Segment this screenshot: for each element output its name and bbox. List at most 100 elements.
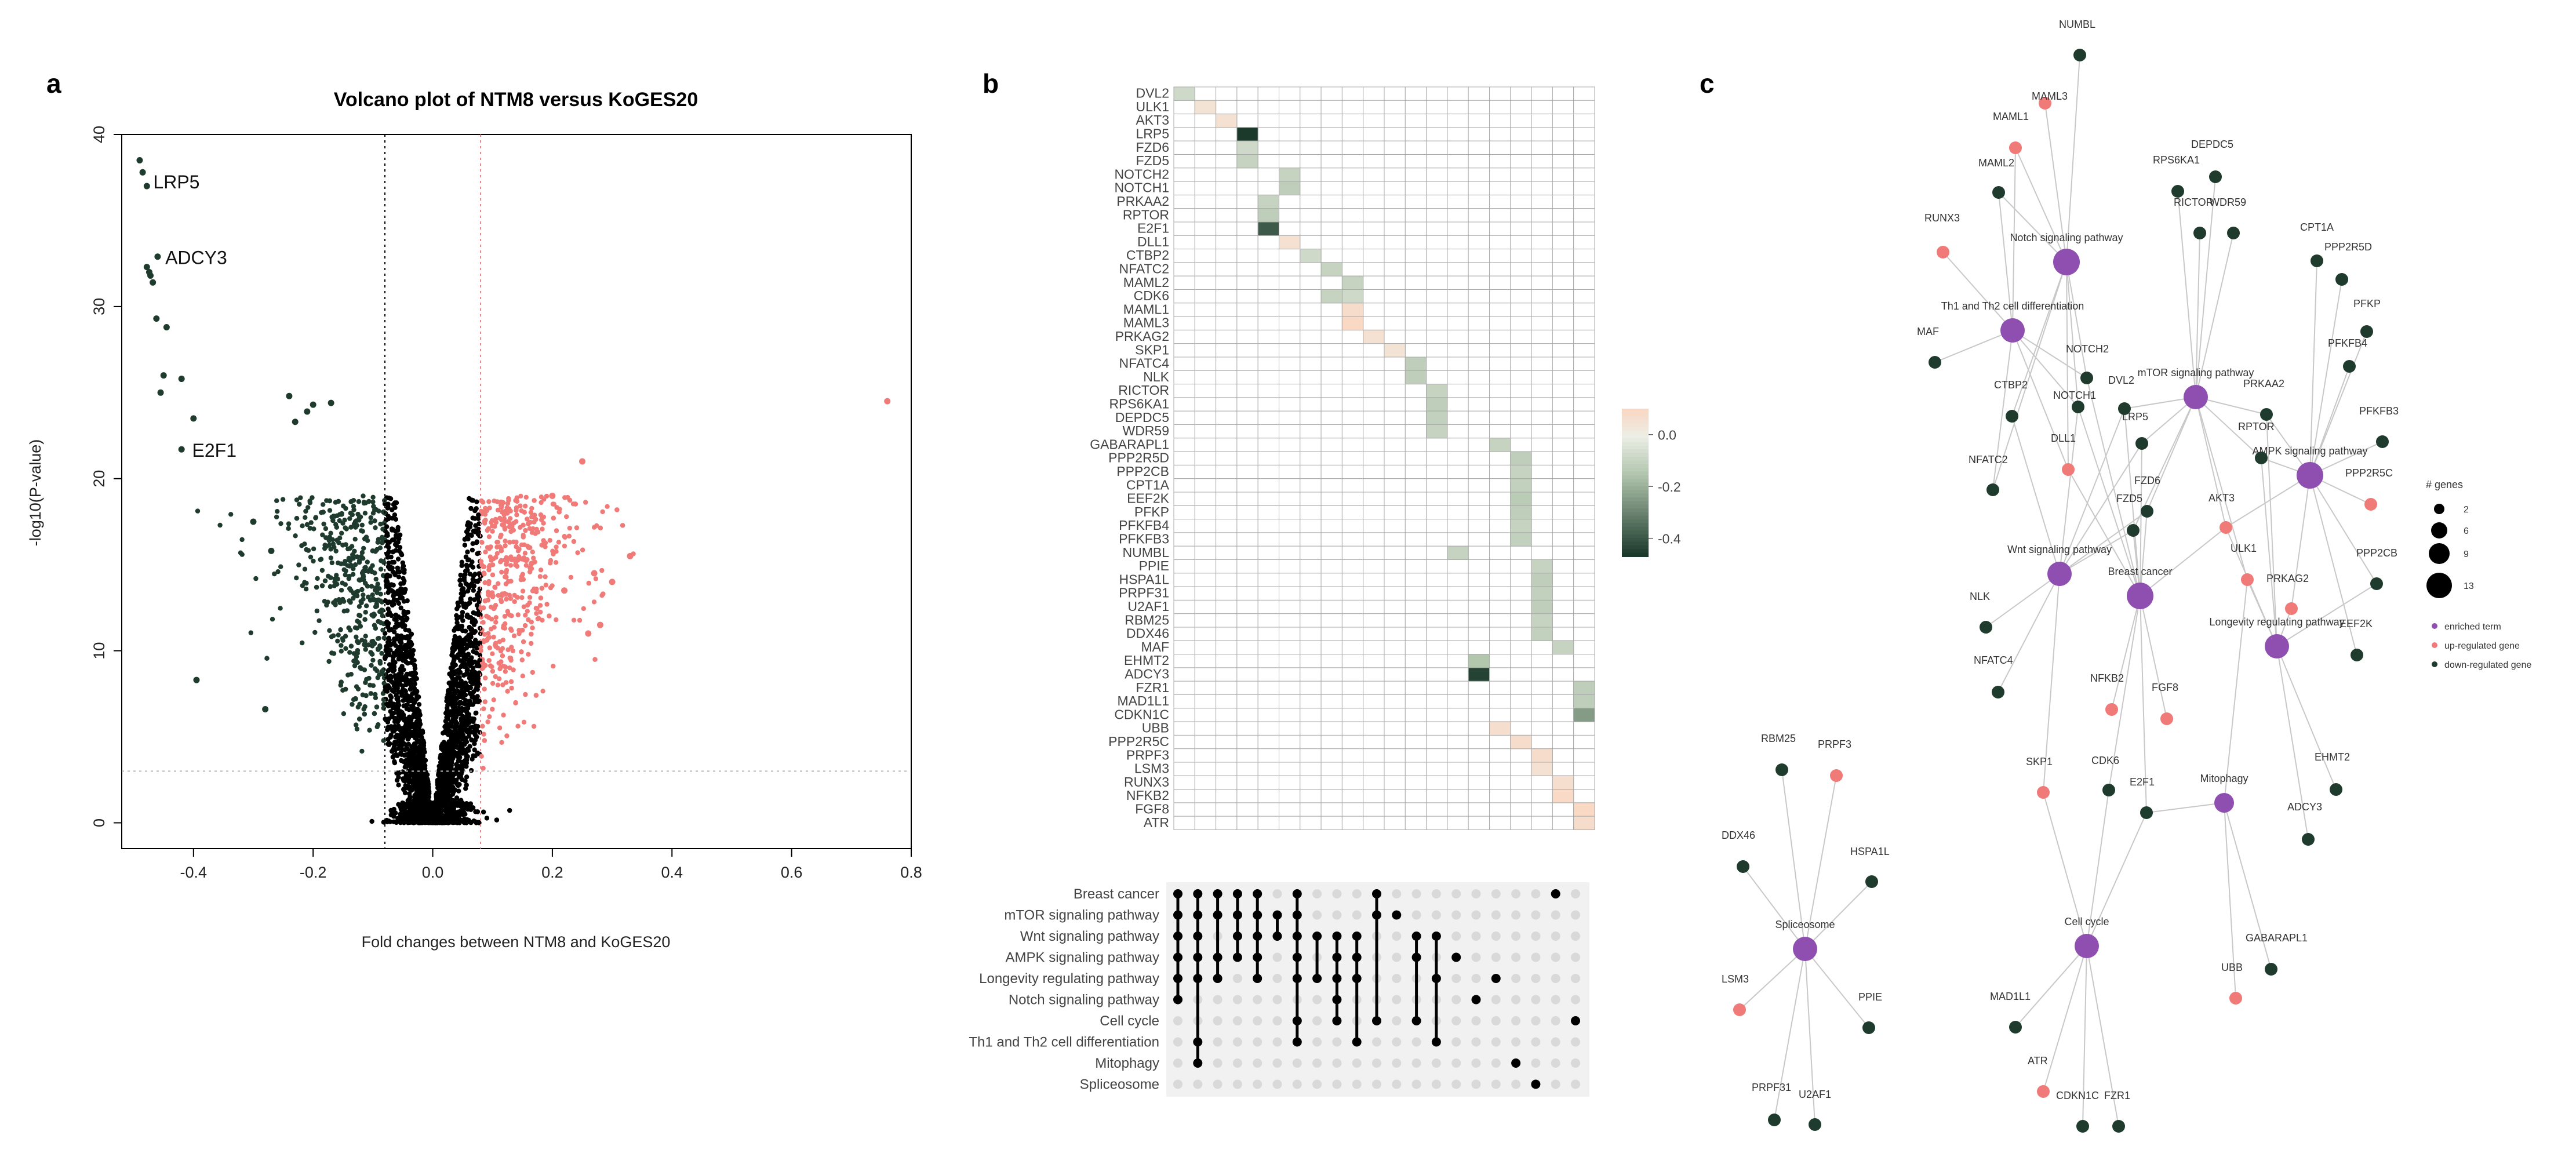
volcano-point-2956 [393, 643, 398, 648]
heatmap-cell [1468, 329, 1490, 344]
heatmap-cell [1384, 154, 1406, 169]
heatmap-cell [1573, 86, 1595, 101]
volcano-point-3831 [406, 736, 411, 741]
heatmap-cell [1257, 478, 1279, 493]
heatmap-cell [1363, 532, 1385, 547]
volcano-point-3983 [515, 558, 521, 563]
volcano-point-3525 [396, 533, 402, 539]
volcano-point-2057 [518, 493, 523, 499]
volcano-point-3999 [307, 526, 312, 531]
heatmap-cell [1279, 545, 1301, 561]
volcano-point-466 [483, 675, 488, 681]
volcano-point-2315 [341, 503, 346, 508]
heatmap-cell [1194, 235, 1217, 250]
heatmap-cell [1489, 262, 1511, 276]
heatmap-cell [1300, 519, 1322, 533]
volcano-point-2993 [345, 563, 350, 568]
volcano-point-4032 [390, 658, 396, 664]
heatmap-cell [1216, 356, 1238, 371]
heatmap-gene-label: PFKFB4 [1119, 518, 1169, 533]
volcano-point-3820 [347, 598, 352, 603]
heatmap-cell [1257, 275, 1279, 290]
volcano-point-3801 [481, 809, 486, 815]
volcano-point-2674 [548, 561, 553, 566]
heatmap-gene-label: CPT1A [1126, 477, 1170, 492]
heatmap-cell [1468, 154, 1490, 169]
volcano-point-3725 [390, 507, 395, 512]
volcano-highlight-point-11 [157, 389, 164, 396]
heatmap-cell [1216, 181, 1238, 195]
volcano-point-3547 [456, 751, 461, 756]
volcano-point-4003 [369, 639, 374, 645]
volcano-point-2190 [468, 596, 473, 602]
volcano-point-3666 [449, 769, 454, 774]
heatmap-cell [1426, 235, 1448, 250]
volcano-point-4002 [396, 714, 402, 719]
heatmap-cell [1468, 519, 1490, 533]
volcano-point-3766 [522, 623, 528, 628]
heatmap-cell [1300, 221, 1322, 236]
heatmap-cell [1531, 168, 1553, 182]
heatmap-cell [1426, 127, 1448, 141]
volcano-point-2150 [343, 686, 348, 692]
volcano-point-400 [318, 557, 323, 562]
volcano-point-590 [350, 701, 355, 707]
volcano-point-2635 [540, 617, 545, 623]
volcano-highlight-point-14 [178, 446, 185, 453]
volcano-point-280 [368, 520, 373, 525]
volcano-point-1194 [386, 716, 392, 722]
heatmap-cell [1552, 397, 1574, 412]
volcano-point-3977 [452, 711, 457, 717]
volcano-point-3681 [396, 740, 402, 746]
heatmap-cell [1257, 519, 1279, 533]
heatmap-cell [1426, 451, 1448, 465]
volcano-point-2833 [385, 539, 390, 544]
volcano-point-3882 [446, 739, 452, 744]
heatmap-cell [1363, 275, 1385, 290]
volcano-point-1273 [274, 498, 279, 503]
volcano-point-277 [599, 567, 605, 573]
volcano-point-3839 [449, 758, 454, 763]
heatmap-cell [1573, 127, 1595, 141]
heatmap-cell [1384, 410, 1406, 425]
heatmap-cell [1447, 289, 1469, 304]
volcano-point-3762 [447, 810, 453, 816]
volcano-point-4007 [380, 540, 385, 545]
heatmap-cell [1426, 114, 1448, 128]
volcano-point-3188 [449, 735, 454, 741]
volcano-point-3107 [323, 526, 329, 532]
heatmap-cell [1384, 208, 1406, 223]
heatmap-cell [1216, 86, 1238, 101]
volcano-point-3867 [413, 708, 419, 713]
heatmap-cell [1405, 451, 1427, 465]
volcano-highlight-point-19 [292, 419, 299, 425]
heatmap-cell [1320, 275, 1342, 290]
heatmap-cell [1384, 127, 1406, 141]
heatmap-gene-label: CDK6 [1134, 288, 1169, 303]
heatmap-cell [1510, 114, 1532, 128]
heatmap-cell [1236, 545, 1258, 561]
volcano-point-3325 [333, 548, 339, 554]
heatmap-cell [1510, 410, 1532, 425]
heatmap-cell [1173, 249, 1195, 263]
volcano-point-308 [470, 541, 475, 546]
volcano-point-2311 [541, 521, 546, 526]
volcano-point-2594 [408, 683, 414, 688]
heatmap-cell [1405, 303, 1427, 317]
heatmap-cell [1447, 221, 1469, 236]
volcano-point-3688 [465, 520, 471, 525]
heatmap-gene-label: LRP5 [1136, 126, 1169, 141]
heatmap-cell [1173, 519, 1195, 533]
heatmap-cell [1257, 114, 1279, 128]
heatmap-cell [1341, 86, 1364, 101]
volcano-point-3980 [396, 736, 401, 742]
volcano-highlight-point-7 [145, 268, 152, 275]
heatmap-gene-label: FZD5 [1136, 153, 1170, 168]
heatmap-cell [1552, 86, 1574, 101]
heatmap-cell [1531, 397, 1553, 412]
heatmap-cell [1510, 370, 1532, 385]
volcano-point-3699 [449, 803, 455, 808]
volcano-point-172 [239, 537, 245, 543]
heatmap-cell [1468, 451, 1490, 465]
heatmap-cell [1531, 235, 1553, 250]
